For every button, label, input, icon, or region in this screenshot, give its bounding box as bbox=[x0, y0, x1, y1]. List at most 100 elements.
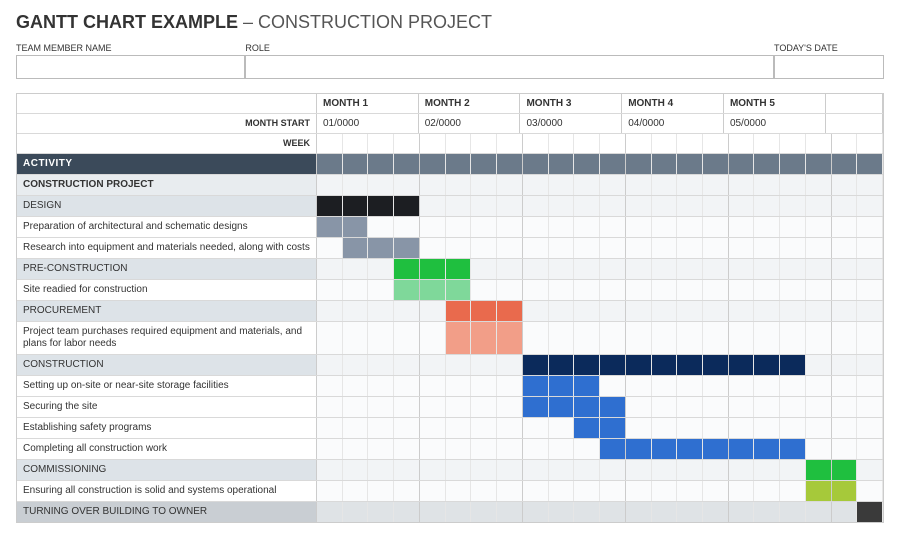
gantt-cell bbox=[806, 481, 832, 501]
gantt-cell bbox=[600, 134, 626, 153]
gantt-cell bbox=[471, 154, 497, 174]
gantt-cell bbox=[368, 439, 394, 459]
gantt-cell bbox=[497, 460, 523, 480]
gantt-cell bbox=[471, 238, 497, 258]
gantt-cell bbox=[780, 238, 806, 258]
gantt-cell bbox=[394, 322, 420, 354]
gantt-cell bbox=[754, 238, 780, 258]
gantt-cell bbox=[317, 322, 343, 354]
gantt-cell bbox=[343, 238, 369, 258]
gantt-cell bbox=[600, 217, 626, 237]
gantt-cell bbox=[806, 217, 832, 237]
gantt-cell bbox=[317, 397, 343, 417]
gantt-cell bbox=[343, 280, 369, 300]
gantt-cell bbox=[394, 280, 420, 300]
gantt-cell bbox=[446, 280, 472, 300]
gantt-cell bbox=[652, 134, 678, 153]
gantt-cell bbox=[317, 355, 343, 375]
gantt-cell bbox=[703, 376, 729, 396]
gantt-cell bbox=[806, 502, 832, 522]
gantt-cell bbox=[832, 259, 858, 279]
meta-date: TODAY'S DATE bbox=[774, 43, 884, 79]
row-label: CONSTRUCTION PROJECT bbox=[17, 175, 317, 195]
gantt-cell bbox=[523, 397, 549, 417]
gantt-cell bbox=[574, 418, 600, 438]
gantt-cell bbox=[857, 397, 883, 417]
gantt-cell bbox=[652, 175, 678, 195]
gantt-cell bbox=[729, 196, 755, 216]
title-bold: GANTT CHART EXAMPLE bbox=[16, 12, 238, 32]
gantt-cell bbox=[317, 376, 343, 396]
gantt-cell bbox=[368, 355, 394, 375]
gantt-cell bbox=[754, 217, 780, 237]
gantt-cell bbox=[420, 301, 446, 321]
gantt-cell bbox=[754, 322, 780, 354]
gantt-cell bbox=[677, 175, 703, 195]
gantt-cell bbox=[677, 397, 703, 417]
gantt-cell bbox=[600, 175, 626, 195]
todays-date-input[interactable] bbox=[774, 55, 884, 79]
row-label: Research into equipment and materials ne… bbox=[17, 238, 317, 258]
team-member-name-input[interactable] bbox=[16, 55, 245, 79]
gantt-cell bbox=[703, 280, 729, 300]
gantt-cell bbox=[317, 460, 343, 480]
role-input[interactable] bbox=[245, 55, 774, 79]
gantt-cell bbox=[806, 154, 832, 174]
gantt-cell bbox=[626, 355, 652, 375]
title-rest: – CONSTRUCTION PROJECT bbox=[238, 12, 492, 32]
gantt-cell bbox=[574, 217, 600, 237]
gantt-cell bbox=[394, 397, 420, 417]
gantt-cell bbox=[780, 481, 806, 501]
gantt-cell bbox=[446, 134, 472, 153]
gantt-row: PROCUREMENT bbox=[17, 301, 883, 322]
gantt-cell bbox=[832, 481, 858, 501]
gantt-cell bbox=[420, 196, 446, 216]
gantt-cell bbox=[317, 259, 343, 279]
gantt-cell bbox=[446, 397, 472, 417]
gantt-cell bbox=[832, 280, 858, 300]
gantt-cell bbox=[471, 134, 497, 153]
gantt-cell bbox=[394, 154, 420, 174]
gantt-cell bbox=[446, 175, 472, 195]
gantt-row: PRE-CONSTRUCTION bbox=[17, 259, 883, 280]
gantt-cell bbox=[703, 397, 729, 417]
gantt-cell bbox=[343, 134, 369, 153]
gantt-cell bbox=[806, 196, 832, 216]
gantt-row: Project team purchases required equipmen… bbox=[17, 322, 883, 355]
gantt-cell bbox=[368, 460, 394, 480]
gantt-cell bbox=[574, 397, 600, 417]
gantt-cell bbox=[368, 134, 394, 153]
gantt-cell bbox=[446, 502, 472, 522]
gantt-cell bbox=[549, 397, 575, 417]
gantt-cell bbox=[523, 259, 549, 279]
gantt-cell bbox=[806, 418, 832, 438]
gantt-cell bbox=[780, 196, 806, 216]
gantt-cell bbox=[394, 439, 420, 459]
meta-role-label: ROLE bbox=[245, 43, 774, 53]
gantt-cell bbox=[729, 397, 755, 417]
gantt-cell bbox=[754, 418, 780, 438]
gantt-cell bbox=[523, 460, 549, 480]
gantt-cell bbox=[420, 175, 446, 195]
gantt-cell bbox=[857, 481, 883, 501]
gantt-cell bbox=[394, 460, 420, 480]
gantt-cell bbox=[626, 238, 652, 258]
gantt-row: DESIGN bbox=[17, 196, 883, 217]
gantt-cell bbox=[600, 502, 626, 522]
gantt-row: CONSTRUCTION bbox=[17, 355, 883, 376]
row-label: Preparation of architectural and schemat… bbox=[17, 217, 317, 237]
month-header: MONTH 2 bbox=[419, 94, 521, 113]
gantt-cell bbox=[729, 439, 755, 459]
gantt-cell bbox=[626, 301, 652, 321]
gantt-cell bbox=[677, 322, 703, 354]
gantt-cell bbox=[729, 418, 755, 438]
gantt-cell bbox=[317, 418, 343, 438]
gantt-cell bbox=[497, 259, 523, 279]
gantt-cell bbox=[471, 217, 497, 237]
gantt-cell bbox=[677, 355, 703, 375]
gantt-cell bbox=[754, 502, 780, 522]
gantt-cell bbox=[703, 259, 729, 279]
gantt-cell bbox=[574, 439, 600, 459]
gantt-cell bbox=[471, 259, 497, 279]
gantt-cell bbox=[446, 259, 472, 279]
